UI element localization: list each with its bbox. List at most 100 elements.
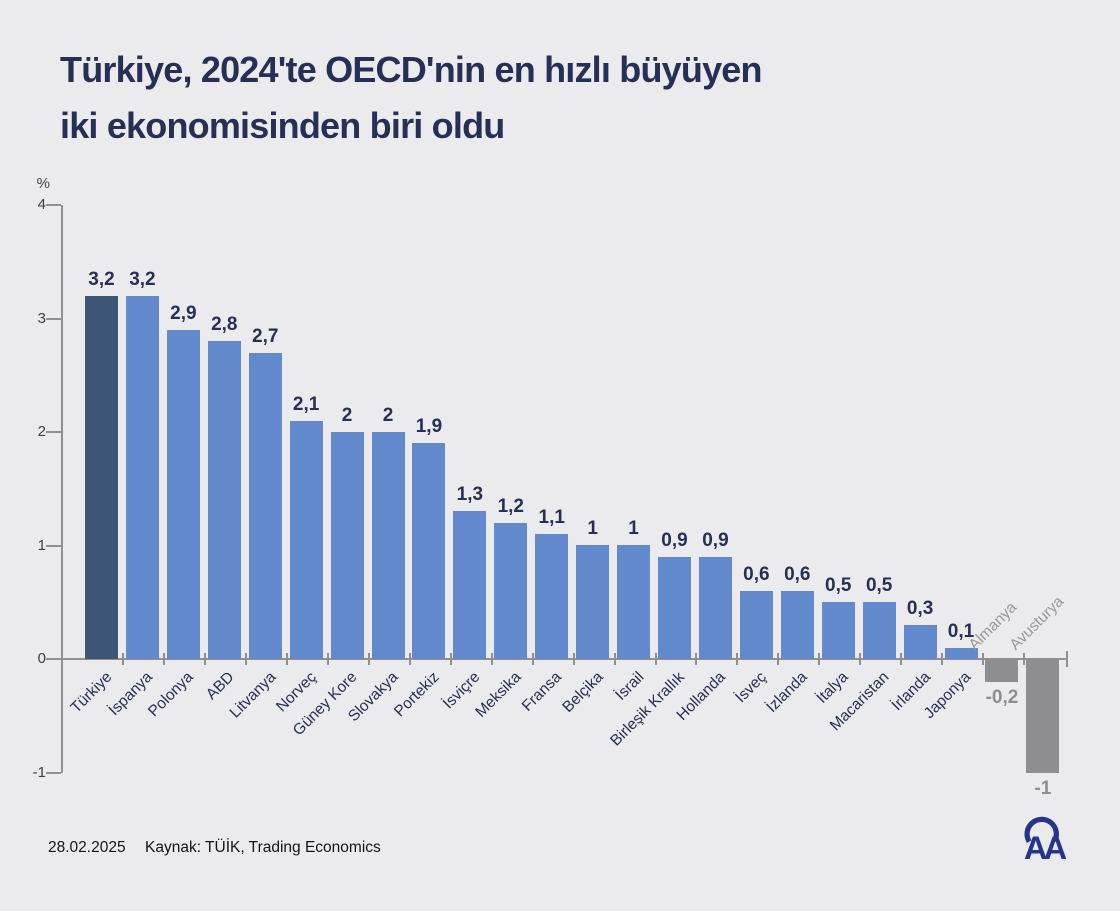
x-axis-tick	[327, 653, 330, 665]
chart-bar	[780, 591, 814, 659]
x-axis-tick	[818, 653, 821, 665]
bar-value-label: 0,6	[784, 564, 811, 585]
chart-bar	[207, 341, 241, 659]
x-axis-tick	[245, 653, 248, 665]
bar-value-label: 0,9	[661, 530, 688, 551]
y-axis-tick	[46, 318, 61, 320]
bar-value-label: -0,2	[985, 687, 1019, 708]
chart-bar	[658, 557, 692, 659]
x-axis-tick	[286, 653, 289, 665]
bar-value-label: 2,9	[170, 303, 197, 324]
chart-bar	[576, 545, 610, 659]
x-axis-tick	[1022, 653, 1025, 665]
publish-date: 28.02.2025	[48, 839, 126, 856]
chart-bar	[166, 330, 200, 659]
chart-bar	[535, 534, 569, 659]
bar-value-label: 0,9	[702, 530, 729, 551]
category-label: Fransa	[519, 668, 566, 715]
x-axis-tick	[981, 653, 984, 665]
chart-bar	[371, 432, 405, 659]
y-tick-label: 3	[37, 310, 46, 327]
x-axis-tick	[408, 653, 411, 665]
x-axis-tick	[490, 653, 493, 665]
plot-area: % 4 3 2 1 0 -1 3,2 Türkiye 3,2 İspanya 2,9 Polonya 2…	[33, 175, 1072, 799]
bar-value-label: 0,5	[825, 575, 852, 596]
y-tick-label: -1	[32, 764, 46, 781]
y-tick-label: 4	[37, 196, 46, 213]
chart-title: Türkiye, 2024'te OECD'nin en hızlı büyüy…	[60, 42, 763, 154]
chart-bar	[617, 545, 651, 659]
x-axis-end-tick	[1066, 651, 1068, 667]
x-axis-tick	[859, 653, 862, 665]
bar-value-label: 0,3	[906, 598, 934, 619]
chart-bar	[248, 353, 282, 659]
bar-value-label: 0,1	[947, 621, 975, 642]
x-axis-tick	[449, 653, 452, 665]
chart-bar	[862, 602, 896, 659]
y-axis-tick	[46, 772, 61, 774]
bar-value-label: 3,2	[88, 269, 115, 290]
x-axis-tick	[368, 653, 370, 665]
logo-arc-icon	[1024, 816, 1059, 843]
x-axis-tick	[531, 653, 534, 665]
y-axis-tick	[46, 545, 61, 547]
bar-value-label: 2,7	[252, 326, 279, 347]
anadolu-agency-logo: AA	[1024, 816, 1070, 862]
chart-bar	[330, 432, 364, 659]
bar-value-label: 2,8	[211, 314, 238, 335]
chart-bar	[985, 659, 1019, 682]
bar-value-label: 0,6	[743, 564, 770, 585]
chart-bar	[1026, 659, 1060, 773]
x-axis-tick	[736, 653, 739, 665]
bar-value-label: 1,2	[497, 496, 524, 517]
logo-text: AA	[1024, 830, 1067, 862]
chart-bar	[494, 523, 528, 659]
category-label: Polonya	[145, 668, 198, 721]
y-axis-tick	[46, 658, 61, 660]
bar-value-label: 0,5	[865, 575, 893, 596]
bar-value-label: 2	[382, 405, 394, 426]
chart-bar	[289, 421, 323, 659]
chart-title-line2: iki ekonomisinden biri oldu	[60, 105, 505, 146]
bar-value-label: 3,2	[129, 269, 156, 290]
x-axis-tick	[163, 653, 166, 665]
chart-bar	[821, 602, 855, 659]
category-label: Avusturya	[1006, 593, 1068, 654]
y-axis-line	[61, 205, 63, 773]
y-tick-label: 0	[37, 650, 46, 667]
x-axis-tick	[572, 653, 575, 665]
bar-value-label: 1,3	[456, 484, 484, 505]
x-axis-tick	[122, 653, 125, 665]
chart-bar	[903, 625, 937, 659]
bar-value-label: 1,1	[538, 507, 565, 528]
x-axis-tick	[204, 653, 207, 665]
bar-value-label: 1	[587, 518, 598, 539]
chart-bar	[739, 591, 773, 659]
y-tick-label: 1	[37, 537, 46, 554]
y-axis-tick	[46, 431, 61, 433]
category-label: Portekiz	[390, 668, 443, 721]
chart-title-line1: Türkiye, 2024'te OECD'nin en hızlı büyüy…	[60, 49, 763, 90]
y-axis-tick	[46, 204, 61, 206]
chart-bar	[125, 296, 159, 659]
chart-bar	[412, 443, 446, 659]
bar-value-label: 2	[341, 405, 353, 426]
bar-value-label: -1	[1034, 778, 1052, 799]
bar-value-label: 1	[628, 518, 639, 539]
bar-value-label: 2,1	[292, 394, 320, 415]
bar-value-label: 1,9	[415, 416, 443, 437]
chart-bar	[85, 296, 118, 659]
x-axis-tick	[654, 653, 657, 665]
source-credit: Kaynak: TÜİK, Trading Economics	[145, 839, 381, 856]
y-axis-unit-label: %	[36, 175, 50, 192]
y-tick-label: 2	[37, 423, 46, 440]
x-axis-line	[61, 658, 1068, 660]
x-axis-tick	[695, 653, 698, 665]
x-axis-tick	[777, 653, 780, 665]
x-axis-tick	[941, 653, 944, 665]
chart-bar	[698, 557, 732, 659]
category-label: Belçika	[558, 668, 607, 716]
category-label: İzlanda	[763, 668, 811, 717]
x-axis-tick	[900, 653, 903, 665]
